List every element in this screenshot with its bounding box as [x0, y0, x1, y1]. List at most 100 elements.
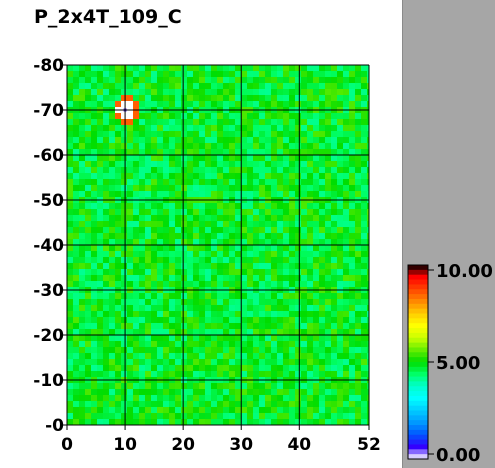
- heatmap-cell: [355, 269, 361, 275]
- heatmap-cell: [97, 419, 103, 425]
- heatmap-cell: [91, 329, 97, 335]
- heatmap-cell: [217, 275, 223, 281]
- heatmap-cell: [319, 407, 325, 413]
- heatmap-cell: [307, 161, 313, 167]
- heatmap-cell: [361, 371, 367, 377]
- heatmap-cell: [289, 173, 295, 179]
- heatmap-cell: [211, 149, 217, 155]
- heatmap-cell: [265, 185, 271, 191]
- heatmap-cell: [295, 125, 301, 131]
- heatmap-cell: [235, 83, 241, 89]
- heatmap-cell: [349, 293, 355, 299]
- heatmap-cell: [133, 389, 139, 395]
- heatmap-cell: [313, 275, 319, 281]
- heatmap-cell: [109, 77, 115, 83]
- heatmap-cell: [337, 311, 343, 317]
- heatmap-cell: [253, 71, 259, 77]
- heatmap-cell: [145, 191, 151, 197]
- heatmap-cell: [223, 239, 229, 245]
- heatmap-cell: [91, 113, 97, 119]
- heatmap-cell: [73, 131, 79, 137]
- heatmap-cell: [133, 305, 139, 311]
- heatmap-cell: [223, 413, 229, 419]
- heatmap-cell: [205, 179, 211, 185]
- heatmap-cell: [67, 299, 73, 305]
- heatmap-cell: [205, 281, 211, 287]
- heatmap-cell: [211, 185, 217, 191]
- heatmap-cell: [355, 245, 361, 251]
- colorbar-segment: [408, 376, 428, 382]
- heatmap-cell: [145, 89, 151, 95]
- heatmap-cell: [355, 101, 361, 107]
- heatmap-cell: [145, 401, 151, 407]
- heatmap-cell: [343, 155, 349, 161]
- heatmap-cell: [283, 245, 289, 251]
- heatmap-cell: [277, 389, 283, 395]
- heatmap-cell: [259, 131, 265, 137]
- heatmap-cell: [199, 185, 205, 191]
- heatmap-cell: [169, 161, 175, 167]
- heatmap-cell: [313, 389, 319, 395]
- heatmap-cell: [307, 95, 313, 101]
- heatmap-cell: [247, 329, 253, 335]
- heatmap-cell: [361, 119, 367, 125]
- heatmap-cell: [109, 251, 115, 257]
- heatmap-cell: [361, 413, 367, 419]
- heatmap-cell: [367, 185, 369, 191]
- heatmap-cell: [361, 305, 367, 311]
- heatmap-cell: [211, 353, 217, 359]
- heatmap-cell: [139, 371, 145, 377]
- heatmap-cell: [301, 161, 307, 167]
- heatmap-cell: [151, 413, 157, 419]
- heatmap-cell: [127, 113, 133, 119]
- heatmap-cell: [307, 347, 313, 353]
- heatmap-cell: [229, 335, 235, 341]
- heatmap-cell: [211, 233, 217, 239]
- heatmap-cell: [157, 233, 163, 239]
- heatmap-cell: [91, 83, 97, 89]
- heatmap-cell: [235, 71, 241, 77]
- heatmap-cell: [349, 413, 355, 419]
- heatmap-cell: [235, 239, 241, 245]
- heatmap-cell: [91, 167, 97, 173]
- heatmap-cell: [205, 125, 211, 131]
- heatmap-cell: [307, 113, 313, 119]
- heatmap-cell: [325, 149, 331, 155]
- colorbar-segment: [408, 434, 428, 441]
- heatmap-cell: [103, 125, 109, 131]
- heatmap-cell: [73, 149, 79, 155]
- heatmap-cell: [283, 347, 289, 353]
- heatmap-cell: [109, 131, 115, 137]
- heatmap-cell: [163, 365, 169, 371]
- heatmap-cell: [361, 191, 367, 197]
- heatmap-cell: [151, 143, 157, 149]
- heatmap-cell: [175, 221, 181, 227]
- heatmap-cell: [319, 401, 325, 407]
- heatmap-cell: [343, 293, 349, 299]
- heatmap-cell: [241, 365, 247, 371]
- heatmap-cell: [187, 275, 193, 281]
- colorbar-segment: [408, 323, 428, 329]
- heatmap-cell: [337, 395, 343, 401]
- heatmap-cell: [163, 395, 169, 401]
- heatmap-cell: [145, 149, 151, 155]
- heatmap-cell: [79, 227, 85, 233]
- heatmap-cell: [115, 149, 121, 155]
- heatmap-cell: [283, 137, 289, 143]
- heatmap-cell: [121, 251, 127, 257]
- heatmap-cell: [295, 329, 301, 335]
- heatmap-cell: [97, 317, 103, 323]
- heatmap-cell: [193, 401, 199, 407]
- heatmap-cell: [85, 323, 91, 329]
- heatmap-cell: [115, 341, 121, 347]
- heatmap-cell: [103, 89, 109, 95]
- heatmap-cell: [205, 203, 211, 209]
- heatmap-cell: [367, 251, 369, 257]
- heatmap-cell: [307, 383, 313, 389]
- heatmap-cell: [109, 395, 115, 401]
- heatmap-cell: [235, 161, 241, 167]
- heatmap-cell: [211, 65, 217, 71]
- colorbar-segment: [408, 289, 428, 295]
- heatmap-cell: [283, 365, 289, 371]
- heatmap-cell: [229, 173, 235, 179]
